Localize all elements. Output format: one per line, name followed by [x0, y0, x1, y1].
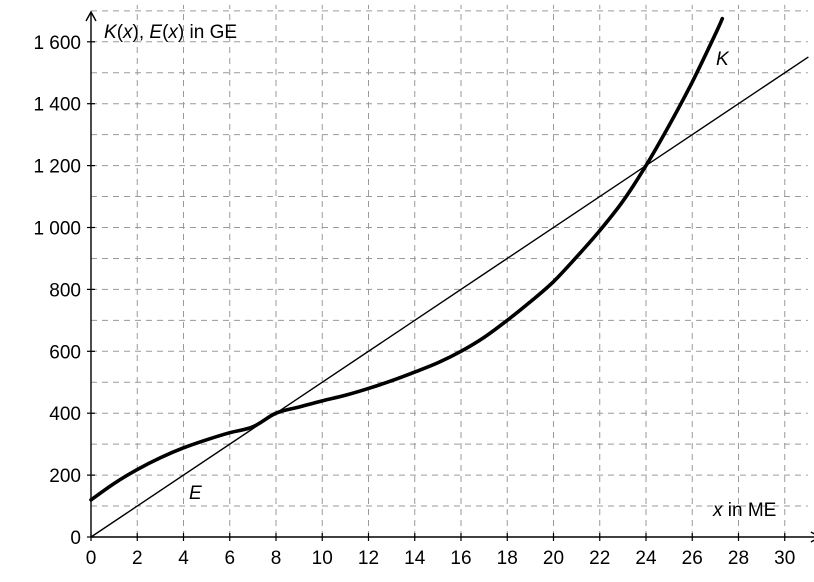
grid [91, 4, 808, 537]
x-tick-label: 18 [497, 548, 518, 569]
y-tick-label: 1 400 [33, 95, 81, 116]
x-tick-label: 10 [312, 548, 333, 569]
y-tick-label: 0 [70, 528, 81, 549]
axes [85, 10, 814, 543]
x-tick-label: 30 [774, 548, 795, 569]
x-tick-label: 14 [404, 548, 426, 569]
series-label-K: K [716, 49, 730, 70]
x-tick-label: 4 [178, 548, 189, 569]
x-tick-label: 16 [450, 548, 471, 569]
y-tick-label: 200 [49, 466, 81, 487]
x-tick-label: 22 [589, 548, 610, 569]
x-tick-label: 12 [358, 548, 379, 569]
y-axis-label: K(x), E(x) in GE [104, 22, 237, 43]
x-tick-label: 2 [132, 548, 143, 569]
series-line-E [90, 56, 809, 538]
x-tick-label: 20 [543, 548, 564, 569]
y-tick-label: 1 000 [33, 219, 81, 240]
y-tick-label: 800 [49, 280, 81, 301]
y-tick-label: 600 [49, 342, 81, 363]
x-tick-label: 8 [271, 548, 282, 569]
x-tick-label: 6 [224, 548, 235, 569]
y-tick-label: 1 600 [33, 33, 81, 54]
series-group [89, 16, 809, 538]
x-tick-label: 24 [635, 548, 657, 569]
y-tick-label: 1 200 [33, 157, 81, 178]
x-axis-label: x in ME [712, 500, 776, 521]
y-axis-arrow [85, 10, 97, 22]
ticks: 0 2 4 6 8 10 12 14 16 18 20 22 24 26 28 300200400600800… [33, 33, 795, 569]
x-tick-label: 0 [86, 548, 97, 569]
x-tick-label: 28 [728, 548, 749, 569]
series-line-K [89, 16, 725, 502]
x-tick-label: 26 [682, 548, 703, 569]
y-tick-label: 400 [49, 404, 81, 425]
series-label-E: E [189, 483, 202, 504]
